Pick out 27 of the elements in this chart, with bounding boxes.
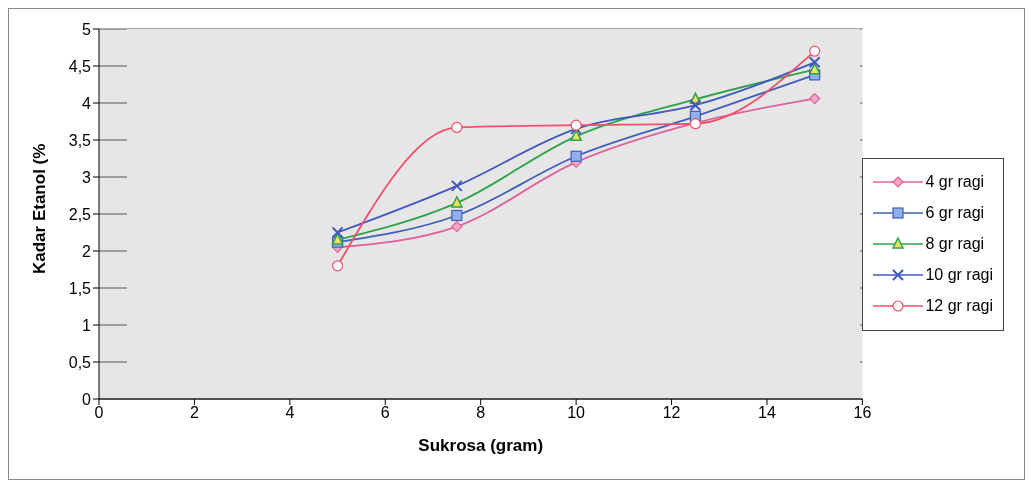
x-tick-label: 14 — [758, 404, 776, 422]
y-tick-label: 5 — [82, 20, 92, 38]
x-tick-label: 10 — [567, 404, 586, 422]
y-tick-label: 1,5 — [68, 279, 92, 297]
legend-label: 10 gr ragi — [925, 266, 993, 284]
y-tick-label: 3,5 — [68, 131, 92, 149]
x-axis-title: Sukrosa (gram) — [418, 436, 544, 455]
x-tick-label: 6 — [380, 404, 390, 422]
y-tick-label: 1 — [82, 316, 92, 334]
y-tick-label: 2 — [82, 242, 92, 260]
y-axis-title: Kadar Etanol (% — [30, 143, 50, 274]
x-tick-label: 2 — [189, 404, 199, 422]
y-tick-label: 0,5 — [68, 353, 92, 371]
legend-label: 12 gr ragi — [925, 297, 993, 315]
x-tick-label: 12 — [662, 404, 681, 422]
x-tick-label: 0 — [94, 404, 104, 422]
legend-label: 8 gr ragi — [925, 235, 985, 253]
x-tick-label: 4 — [285, 404, 295, 422]
legend-label: 6 gr ragi — [925, 204, 985, 222]
y-tick-label: 2,5 — [68, 205, 92, 223]
legend-label: 4 gr ragi — [925, 173, 985, 191]
y-tick-label: 3 — [82, 168, 92, 186]
y-tick-label: 4,5 — [68, 57, 92, 75]
y-tick-label: 0 — [82, 390, 92, 408]
x-tick-label: 8 — [476, 404, 486, 422]
y-tick-label: 4 — [82, 94, 92, 112]
x-tick-label: 16 — [853, 404, 872, 422]
